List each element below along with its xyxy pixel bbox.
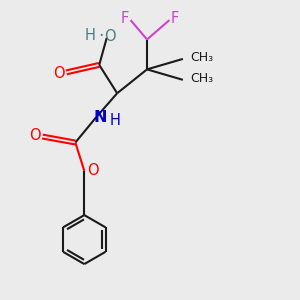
Text: N: N xyxy=(93,110,106,125)
Text: CH₃: CH₃ xyxy=(190,51,213,64)
Text: H: H xyxy=(85,28,96,43)
Text: F: F xyxy=(121,11,129,26)
Text: O: O xyxy=(87,164,98,178)
Text: F: F xyxy=(171,11,179,26)
Text: CH₃: CH₃ xyxy=(190,72,213,85)
Text: H: H xyxy=(109,112,120,128)
Text: O: O xyxy=(29,128,41,142)
Text: O: O xyxy=(53,66,65,81)
Text: O: O xyxy=(104,29,116,44)
Text: ·: · xyxy=(98,27,104,45)
